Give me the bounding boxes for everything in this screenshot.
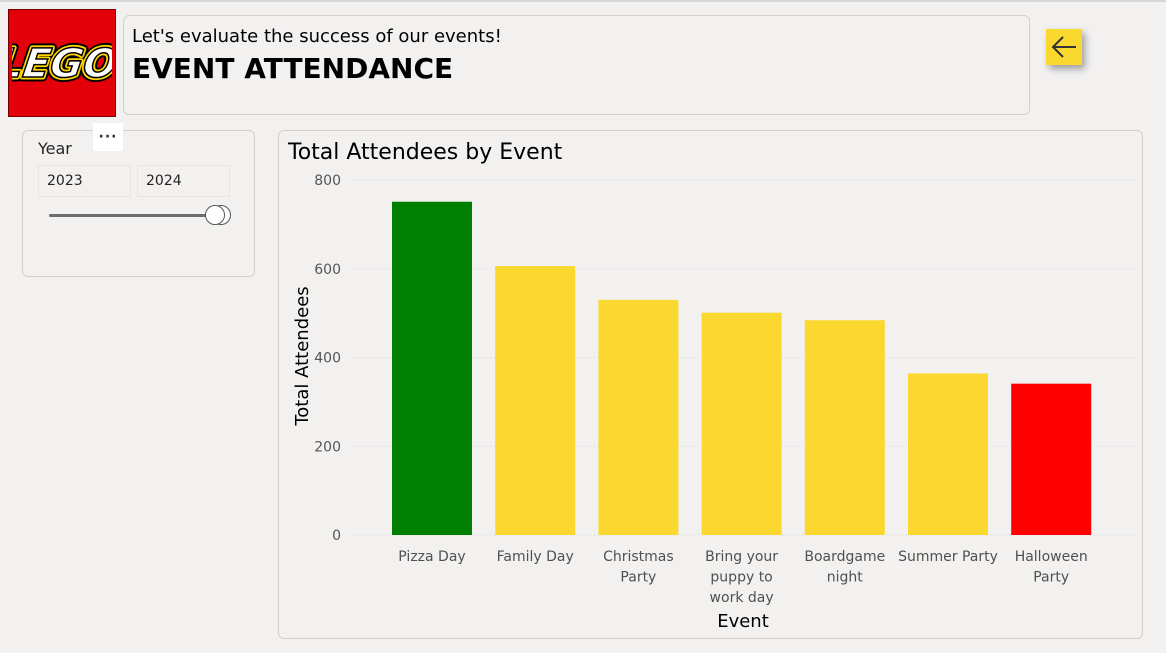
bar[interactable] [495,266,576,535]
slider-handle-end[interactable] [205,205,225,225]
bars [392,201,1092,535]
bar[interactable] [908,373,988,535]
chart-title: Total Attendees by Event [287,140,563,165]
bar[interactable] [1011,383,1092,535]
bar-chart: Total Attendees by Event 0 200 400 600 800 P… [287,140,1136,632]
start-year-input[interactable]: 2023 [38,165,131,197]
lego-logo: LEGO LEGO LEGO [8,9,116,117]
x-tick-label: Halloween Party [1015,549,1088,586]
bar[interactable] [598,299,679,535]
x-tick-label: Family Day [497,549,574,565]
y-tick-label: 800 [314,173,341,189]
header-card: Let's evaluate the success of our events… [123,15,1030,115]
header-subtitle: Let's evaluate the success of our events… [132,26,502,47]
y-axis-title: Total Attendees [292,286,313,426]
year-slicer: Year 2023 2024 [22,130,255,277]
slicer-title: Year [38,139,72,158]
y-tick-label: 600 [314,262,341,278]
x-tick-label: Summer Party [898,549,998,565]
logo-text-yellow: LEGO [12,41,112,87]
x-tick-label: Christmas Party [603,549,674,586]
end-year-input[interactable]: 2024 [137,165,230,197]
x-axis-title: Event [717,611,769,632]
y-tick-label: 0 [332,528,341,544]
logo-text-fill: LEGO [12,41,112,87]
page-title: EVENT ATTENDANCE [132,52,454,85]
top-border [0,0,1166,2]
x-tick-label: Bring your puppy to work day [705,549,778,606]
x-tick-label: Pizza Day [398,549,465,565]
back-button[interactable] [1046,29,1082,65]
bar[interactable] [701,312,782,535]
lego-logo-icon: LEGO LEGO LEGO [12,37,112,92]
arrow-left-icon [1051,36,1076,58]
y-tick-label: 200 [314,439,341,455]
x-tick-label: Boardgame night [804,549,885,586]
x-axis-labels: Pizza Day Family Day Christmas Party Bring y… [398,549,1087,606]
bar[interactable] [392,201,472,535]
y-axis-ticks: 0 200 400 600 800 [314,173,341,544]
logo-text-outline: LEGO [12,41,112,87]
year-slider-track[interactable] [49,214,225,217]
bar[interactable] [804,320,885,535]
y-tick-label: 400 [314,351,341,367]
chart-card: Total Attendees by Event 0 200 400 600 800 P… [278,130,1143,639]
more-options-button[interactable]: ··· [93,123,123,151]
